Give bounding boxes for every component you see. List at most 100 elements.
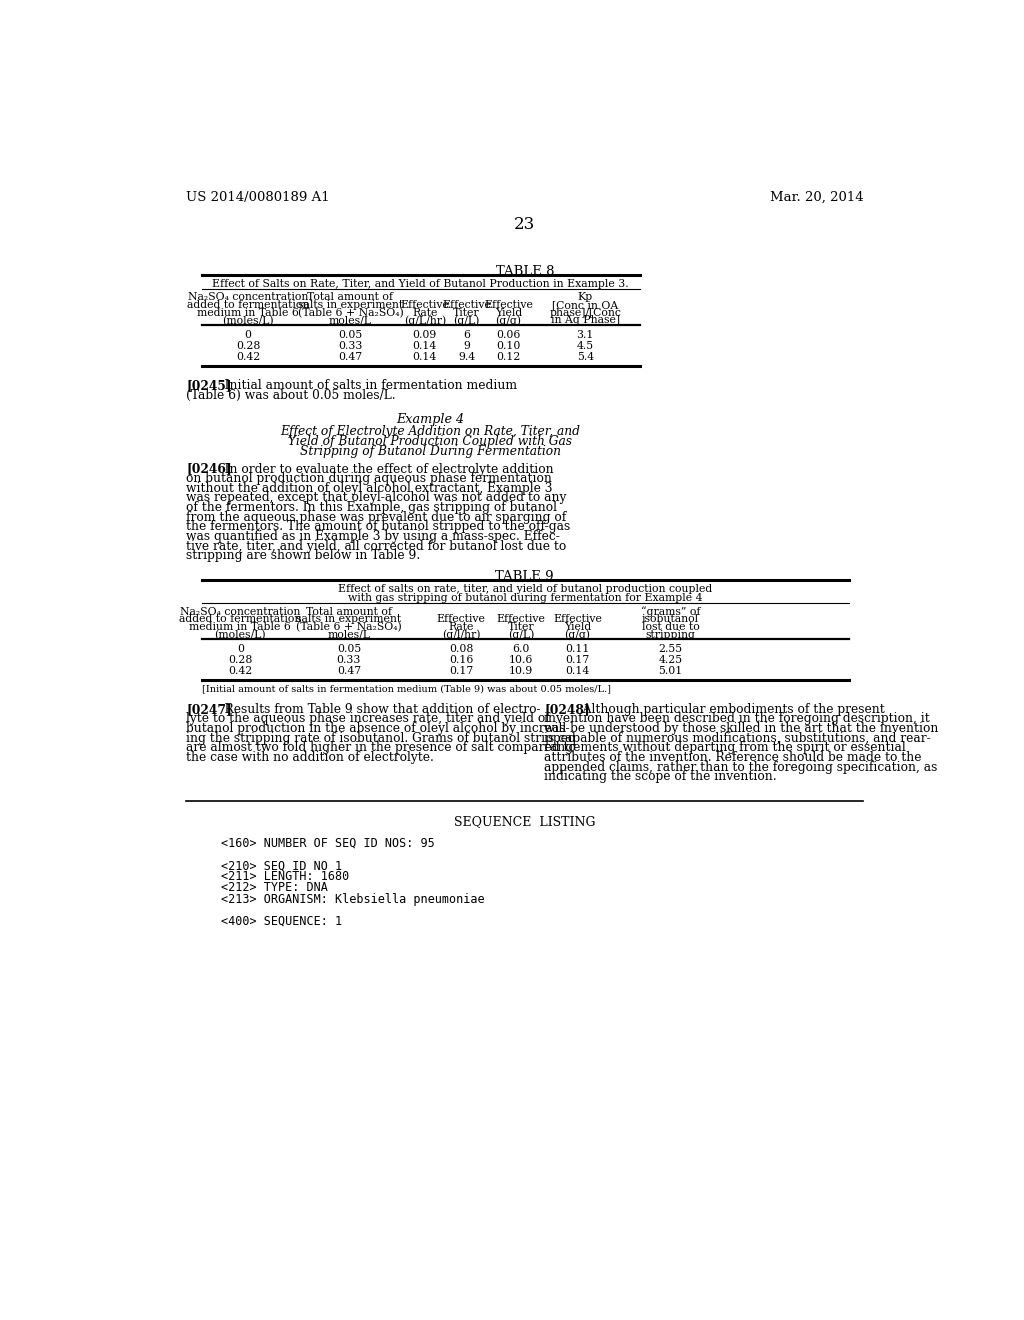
Text: attributes of the invention. Reference should be made to the: attributes of the invention. Reference s… — [544, 751, 922, 764]
Text: TABLE 8: TABLE 8 — [496, 264, 554, 277]
Text: In order to evaluate the effect of electrolyte addition: In order to evaluate the effect of elect… — [213, 462, 554, 475]
Text: in Aq Phase]: in Aq Phase] — [551, 315, 620, 326]
Text: Rate: Rate — [412, 308, 437, 318]
Text: Effective: Effective — [553, 614, 602, 624]
Text: Kp: Kp — [578, 293, 593, 302]
Text: stripping are shown below in Table 9.: stripping are shown below in Table 9. — [186, 549, 421, 562]
Text: Yield of Butanol Production Coupled with Gas: Yield of Butanol Production Coupled with… — [288, 434, 572, 447]
Text: 4.25: 4.25 — [658, 655, 683, 665]
Text: 0.33: 0.33 — [338, 341, 362, 351]
Text: 0.17: 0.17 — [450, 665, 473, 676]
Text: added to fermentation: added to fermentation — [179, 614, 301, 624]
Text: 0.12: 0.12 — [497, 351, 521, 362]
Text: from the aqueous phase was prevalent due to air sparging of: from the aqueous phase was prevalent due… — [186, 511, 566, 524]
Text: 6: 6 — [463, 330, 470, 341]
Text: SEQUENCE  LISTING: SEQUENCE LISTING — [454, 816, 596, 828]
Text: with gas stripping of butanol during fermentation for Example 4: with gas stripping of butanol during fer… — [347, 593, 702, 603]
Text: 0.14: 0.14 — [413, 341, 437, 351]
Text: 0.42: 0.42 — [236, 351, 260, 362]
Text: 0.33: 0.33 — [337, 655, 361, 665]
Text: will be understood by those skilled in the art that the invention: will be understood by those skilled in t… — [544, 722, 939, 735]
Text: 0.42: 0.42 — [228, 665, 253, 676]
Text: <400> SEQUENCE: 1: <400> SEQUENCE: 1 — [221, 915, 342, 928]
Text: Effect of Salts on Rate, Titer, and Yield of Butanol Production in Example 3.: Effect of Salts on Rate, Titer, and Yiel… — [212, 280, 629, 289]
Text: Results from Table 9 show that addition of electro-: Results from Table 9 show that addition … — [213, 702, 541, 715]
Text: (Table 6) was about 0.05 moles/L.: (Table 6) was about 0.05 moles/L. — [186, 389, 395, 403]
Text: (g/g): (g/g) — [564, 630, 591, 640]
Text: appended claims, rather than to the foregoing specification, as: appended claims, rather than to the fore… — [544, 760, 938, 774]
Text: Effective: Effective — [400, 300, 450, 310]
Text: butanol production in the absence of oleyl alcohol by increas-: butanol production in the absence of ole… — [186, 722, 569, 735]
Text: 0.09: 0.09 — [413, 330, 437, 341]
Text: [0246]: [0246] — [186, 462, 231, 475]
Text: are almost two fold higher in the presence of salt compared to: are almost two fold higher in the presen… — [186, 742, 575, 754]
Text: [Initial amount of salts in fermentation medium (Table 9) was about 0.05 moles/L: [Initial amount of salts in fermentation… — [202, 684, 610, 693]
Text: 5.4: 5.4 — [577, 351, 594, 362]
Text: medium in Table 6: medium in Table 6 — [189, 622, 291, 632]
Text: was quantified as in Example 3 by using a mass-spec. Effec-: was quantified as in Example 3 by using … — [186, 529, 560, 543]
Text: [Conc in OA: [Conc in OA — [552, 300, 618, 310]
Text: 6.0: 6.0 — [512, 644, 529, 655]
Text: (g/L): (g/L) — [508, 630, 535, 640]
Text: Titer: Titer — [454, 308, 480, 318]
Text: 0.05: 0.05 — [338, 330, 362, 341]
Text: 2.55: 2.55 — [658, 644, 683, 655]
Text: [0245]: [0245] — [186, 379, 231, 392]
Text: stripping: stripping — [645, 630, 695, 640]
Text: is capable of numerous modifications, substitutions, and rear-: is capable of numerous modifications, su… — [544, 731, 931, 744]
Text: 10.9: 10.9 — [509, 665, 534, 676]
Text: <160> NUMBER OF SEQ ID NOS: 95: <160> NUMBER OF SEQ ID NOS: 95 — [221, 837, 435, 850]
Text: Example 4: Example 4 — [396, 413, 464, 426]
Text: Yield: Yield — [495, 308, 522, 318]
Text: added to fermentation: added to fermentation — [187, 300, 309, 310]
Text: 0.28: 0.28 — [236, 341, 260, 351]
Text: Titer: Titer — [508, 622, 535, 632]
Text: was repeated, except that oleyl-alcohol was not added to any: was repeated, except that oleyl-alcohol … — [186, 491, 566, 504]
Text: (Table 6 + Na₂SO₄): (Table 6 + Na₂SO₄) — [296, 622, 401, 632]
Text: (g/l/hr): (g/l/hr) — [442, 630, 480, 640]
Text: “grams” of: “grams” of — [641, 607, 700, 618]
Text: Although particular embodiments of the present: Although particular embodiments of the p… — [571, 702, 885, 715]
Text: (moles/L): (moles/L) — [215, 630, 266, 640]
Text: the case with no addition of electrolyte.: the case with no addition of electrolyte… — [186, 751, 434, 764]
Text: 0.08: 0.08 — [450, 644, 473, 655]
Text: rangements without departing from the spirit or essential: rangements without departing from the sp… — [544, 742, 906, 754]
Text: 0.14: 0.14 — [413, 351, 437, 362]
Text: the fermentors. The amount of butanol stripped to the off-gas: the fermentors. The amount of butanol st… — [186, 520, 570, 533]
Text: of the fermentors. In this Example, gas stripping of butanol: of the fermentors. In this Example, gas … — [186, 502, 557, 513]
Text: 0.47: 0.47 — [338, 351, 362, 362]
Text: [0247]: [0247] — [186, 702, 231, 715]
Text: US 2014/0080189 A1: US 2014/0080189 A1 — [186, 191, 330, 203]
Text: 5.01: 5.01 — [658, 665, 683, 676]
Text: 0.05: 0.05 — [337, 644, 361, 655]
Text: without the addition of oleyl alcohol extractant, Example 3: without the addition of oleyl alcohol ex… — [186, 482, 553, 495]
Text: 9: 9 — [463, 341, 470, 351]
Text: phase]/[Conc: phase]/[Conc — [549, 308, 622, 318]
Text: 0.11: 0.11 — [565, 644, 590, 655]
Text: invention have been described in the foregoing description, it: invention have been described in the for… — [544, 713, 930, 726]
Text: Stripping of Butanol During Fermentation: Stripping of Butanol During Fermentation — [300, 445, 561, 458]
Text: on butanol production during aqueous phase fermentation: on butanol production during aqueous pha… — [186, 473, 552, 486]
Text: Na₂SO₄ concentration: Na₂SO₄ concentration — [180, 607, 301, 616]
Text: 0.06: 0.06 — [497, 330, 521, 341]
Text: (Table 6 + Na₂SO₄): (Table 6 + Na₂SO₄) — [298, 308, 403, 318]
Text: 0.28: 0.28 — [228, 655, 253, 665]
Text: <210> SEQ ID NO 1: <210> SEQ ID NO 1 — [221, 859, 342, 873]
Text: moles/L: moles/L — [329, 315, 372, 326]
Text: 4.5: 4.5 — [577, 341, 594, 351]
Text: Na₂SO₄ concentration: Na₂SO₄ concentration — [188, 293, 308, 302]
Text: 0.14: 0.14 — [565, 665, 590, 676]
Text: Effect of salts on rate, titer, and yield of butanol production coupled: Effect of salts on rate, titer, and yiel… — [338, 585, 712, 594]
Text: lyte to the aqueous phase increases rate, titer and yield of: lyte to the aqueous phase increases rate… — [186, 713, 550, 726]
Text: Effect of Electrolyte Addition on Rate, Titer, and: Effect of Electrolyte Addition on Rate, … — [281, 425, 581, 438]
Text: Effective: Effective — [442, 300, 492, 310]
Text: indicating the scope of the invention.: indicating the scope of the invention. — [544, 770, 777, 783]
Text: [0248]: [0248] — [544, 702, 590, 715]
Text: (g/g): (g/g) — [496, 315, 521, 326]
Text: Total amount of: Total amount of — [306, 607, 392, 616]
Text: TABLE 9: TABLE 9 — [496, 570, 554, 582]
Text: salts in experiment: salts in experiment — [296, 614, 401, 624]
Text: 0.16: 0.16 — [450, 655, 473, 665]
Text: salts in experiment: salts in experiment — [298, 300, 403, 310]
Text: <212> TYPE: DNA: <212> TYPE: DNA — [221, 882, 328, 895]
